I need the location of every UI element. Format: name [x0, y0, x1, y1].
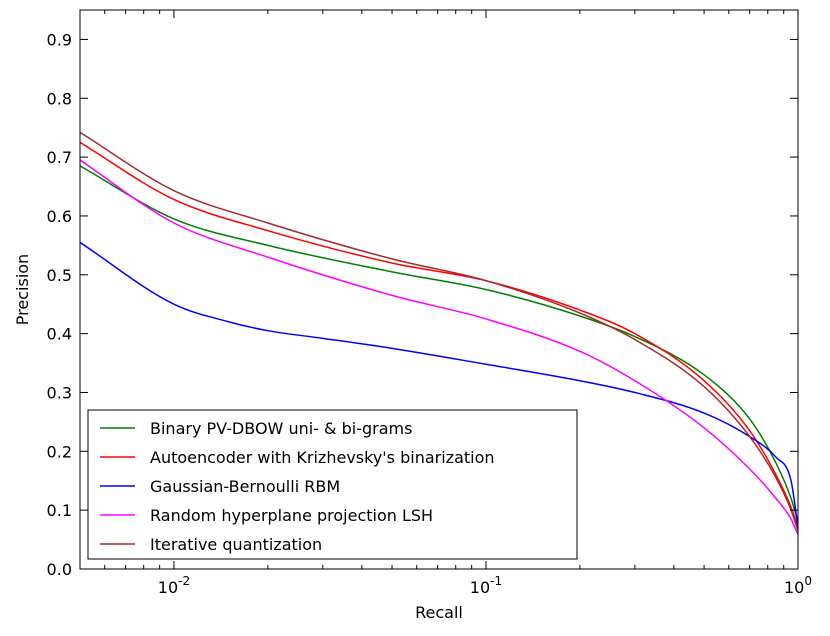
legend: Binary PV-DBOW uni- & bi-grams Autoencode… [87, 409, 578, 560]
series-line-1 [80, 165, 798, 523]
series-line-5 [80, 131, 798, 531]
legend-label-5: Iterative quantization [150, 535, 322, 554]
series-line-3 [80, 241, 798, 528]
y-tick-label: 0.0 [47, 560, 72, 579]
y-tick-label: 0.4 [47, 325, 72, 344]
y-tick-label: 0.8 [47, 89, 72, 108]
y-tick-label: 0.5 [47, 266, 72, 285]
y-axis-label: Precision [13, 254, 32, 325]
y-tick-label: 0.7 [47, 148, 72, 167]
tick-layer: 0.0 0.1 0.2 0.3 0.4 0.5 0.6 0.7 0.8 0.9 10-2 10-1 10… [47, 10, 812, 597]
y-tick-label: 0.6 [47, 207, 72, 226]
plot-area-frame [79, 9, 799, 570]
legend-label-2: Autoencoder with Krizhevsky's binarizati… [150, 448, 495, 467]
legend-box [87, 409, 578, 560]
series-line-4 [80, 159, 798, 536]
x-axis-label: Recall [415, 603, 463, 622]
legend-label-3: Gaussian-Bernoulli RBM [150, 477, 340, 496]
series-line-2 [80, 141, 798, 529]
series-layer [80, 131, 798, 536]
y-tick-label: 0.1 [47, 501, 72, 520]
legend-label-1: Binary PV-DBOW uni- & bi-grams [150, 419, 412, 438]
y-tick-label: 0.9 [47, 30, 72, 49]
x-tick-label: 10-1 [470, 574, 502, 597]
y-tick-label: 0.2 [47, 442, 72, 461]
y-tick-label: 0.3 [47, 383, 72, 402]
legend-label-4: Random hyperplane projection LSH [150, 506, 433, 525]
x-tick-label: 100 [784, 574, 812, 597]
x-tick-label: 10-2 [158, 574, 190, 597]
